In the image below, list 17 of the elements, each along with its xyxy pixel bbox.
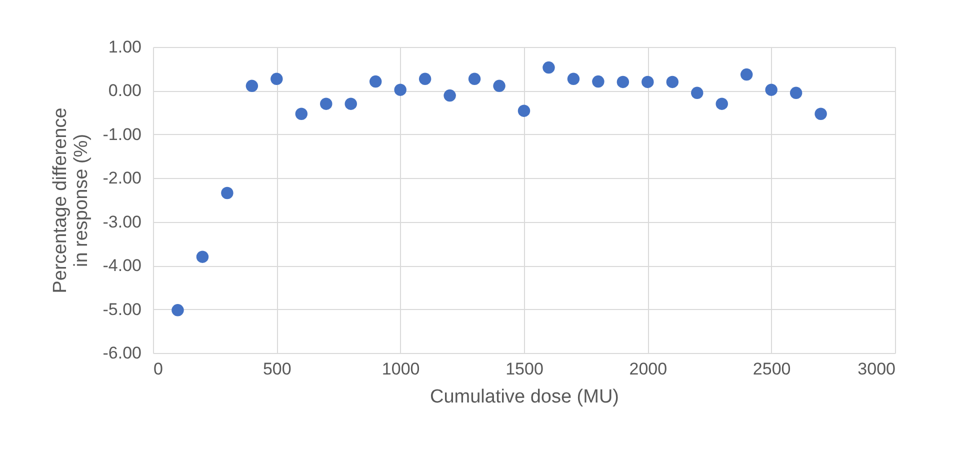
x-tick-label: 1500 [506, 360, 544, 378]
x-tick-label: 1000 [382, 360, 420, 378]
x-tick-label: 500 [262, 360, 292, 378]
x-tick-label: 2000 [629, 360, 668, 378]
y-tick-label: -5.00 [102, 300, 142, 319]
y-tick-label: -6.00 [102, 344, 142, 362]
y-tick-label: -4.00 [102, 256, 142, 276]
y-tick-label: -1.00 [102, 124, 142, 144]
x-tick-label: 2500 [752, 360, 791, 378]
y-tick-label: -3.00 [102, 212, 142, 232]
y-tick-label: 0.00 [108, 81, 142, 100]
y-tick-label: 1.00 [108, 38, 142, 56]
x-tick-label: 3000 [858, 360, 896, 378]
y-axis-title: Percentage difference in response (%) [50, 108, 92, 294]
y-tick-label: -2.00 [102, 168, 142, 188]
x-tick-label: 0 [154, 360, 163, 378]
x-axis-title: Cumulative dose (MU) [430, 386, 619, 408]
